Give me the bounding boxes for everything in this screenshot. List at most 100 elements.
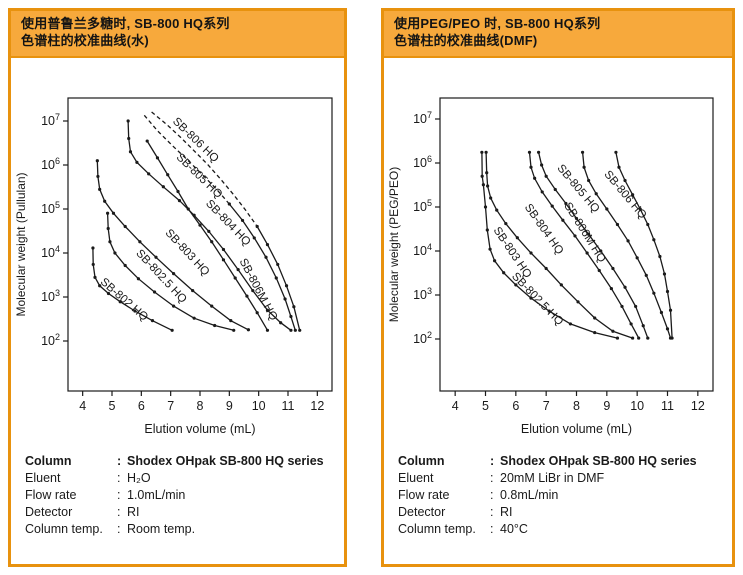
condition-label: Column (25, 453, 72, 468)
y-tick-label: 106 (413, 154, 432, 170)
conditions-table-water: Column: Shodex OHpak SB-800 HQ series Elue… (25, 453, 344, 538)
data-point-marker (480, 174, 484, 178)
data-point-marker (665, 289, 670, 293)
y-axis-title: Molecular weight (Pullulan) (14, 172, 28, 316)
panel-title-line1: 使用普鲁兰多糖时, SB-800 HQ系列 (21, 16, 230, 31)
condition-label: Eluent (25, 470, 61, 485)
series-label: SB-806 HQ (602, 168, 649, 221)
data-point-marker (255, 224, 259, 228)
data-point-marker (98, 187, 102, 191)
series-label: SB-805 HQ (555, 162, 602, 215)
data-point-marker (172, 271, 176, 275)
condition-row: Eluent:20mM LiBr in DMF (398, 470, 732, 487)
condition-row: Eluent: H₂O (25, 470, 344, 487)
condition-row: Flow rate:0.8mL/min (398, 487, 732, 504)
data-point-marker (152, 290, 157, 294)
series-label: SB-802.5 HQ (509, 270, 565, 328)
data-point-marker (502, 270, 506, 275)
data-point-marker (582, 165, 586, 169)
data-point-marker (265, 308, 270, 312)
series-label: SB-802 HQ (98, 276, 150, 324)
data-point-marker (279, 320, 283, 325)
y-tick-label: 103 (413, 286, 432, 302)
data-point-marker (481, 182, 485, 187)
data-point-marker (480, 150, 484, 154)
series-curve-dashed (151, 111, 258, 227)
x-axis-title: Elution volume (mL) (144, 422, 255, 436)
y-tick-label: 107 (413, 110, 432, 126)
condition-label: Flow rate (25, 487, 77, 502)
data-point-marker (155, 156, 160, 160)
data-point-marker (573, 234, 577, 238)
data-point-marker (274, 276, 278, 280)
data-point-marker (493, 258, 497, 263)
data-point-marker (91, 262, 95, 266)
data-point-marker (106, 211, 110, 215)
condition-row: Detector: RI (25, 504, 344, 521)
data-point-marker (514, 283, 518, 287)
data-point-marker (186, 207, 190, 211)
data-point-marker (617, 165, 621, 169)
data-point-marker (594, 191, 598, 196)
data-point-marker (93, 275, 97, 279)
panel-header-water: 使用普鲁兰多糖时, SB-800 HQ系列 色谱柱的校准曲线(水) (11, 11, 344, 58)
data-point-marker (128, 149, 133, 154)
data-point-marker (574, 216, 579, 220)
series-curve (615, 151, 673, 338)
data-point-marker (176, 189, 180, 193)
condition-separator: : (490, 470, 494, 485)
panel-title-line1: 使用PEG/PEO 时, SB-800 HQ系列 (394, 16, 601, 31)
x-tick-label: 7 (543, 399, 550, 413)
data-point-marker (540, 190, 544, 194)
data-point-marker (668, 308, 673, 312)
data-point-marker (504, 221, 508, 225)
calibration-chart-dmf: 4 5 6 7 8 9 10 11 12 102 103 104 105 106 107 SB-802.5 H… (387, 97, 714, 436)
data-point-marker (483, 205, 488, 209)
data-point-marker (585, 251, 589, 255)
condition-value: Shodex OHpak SB-800 HQ series (500, 453, 697, 468)
condition-separator: : (117, 470, 121, 485)
data-point-marker (145, 139, 149, 143)
data-point-marker (170, 328, 174, 332)
x-tick-label: 12 (310, 399, 324, 413)
x-tick-label: 11 (282, 399, 295, 413)
x-tick-label: 6 (138, 399, 145, 413)
panel-title-line2: 色谱柱的校准曲线(水) (21, 32, 149, 48)
panel-calibration-water: 使用普鲁兰多糖时, SB-800 HQ系列 色谱柱的校准曲线(水) 4 5 6 7 8 9… (8, 8, 347, 567)
x-axis-title: Elution volume (mL) (521, 422, 632, 436)
panel-title-line2: 色谱柱的校准曲线(DMF) (394, 32, 538, 48)
y-axis-title: Molecular weight (PEG/PEO) (387, 167, 401, 322)
data-point-marker (293, 328, 297, 332)
data-point-marker (533, 176, 537, 180)
data-point-marker (289, 328, 293, 332)
data-point-marker (123, 263, 127, 267)
y-tick-label: 106 (41, 156, 60, 172)
condition-label: Column (398, 453, 445, 468)
x-tick-label: 5 (482, 399, 489, 413)
condition-value: 20mM LiBr in DMF (500, 470, 605, 485)
data-point-marker (626, 239, 630, 243)
chart-area-water: 4 5 6 7 8 9 10 11 12 102 103 104 105 106 107 SB-802 HQ S… (11, 58, 344, 447)
condition-value: RI (500, 504, 513, 519)
data-point-marker (133, 309, 137, 313)
data-point-marker (95, 158, 99, 163)
data-point-marker (485, 228, 489, 232)
condition-row: Column temp.:40°C (398, 521, 732, 538)
data-point-marker (123, 224, 127, 228)
series-label: SB-803 HQ (491, 225, 534, 281)
data-point-marker (599, 249, 603, 253)
data-point-marker (232, 328, 236, 332)
data-point-marker (229, 318, 233, 323)
data-point-marker (652, 291, 656, 295)
data-point-marker (147, 172, 151, 176)
data-point-marker (207, 229, 211, 233)
data-point-marker (646, 222, 650, 226)
x-tick-label: 4 (79, 399, 86, 413)
data-point-marker (652, 237, 656, 242)
data-point-marker (550, 204, 554, 208)
data-point-marker (544, 266, 548, 270)
data-point-marker (634, 304, 638, 308)
condition-separator: : (490, 487, 494, 502)
data-point-marker (103, 199, 107, 203)
data-point-marker (166, 172, 170, 177)
